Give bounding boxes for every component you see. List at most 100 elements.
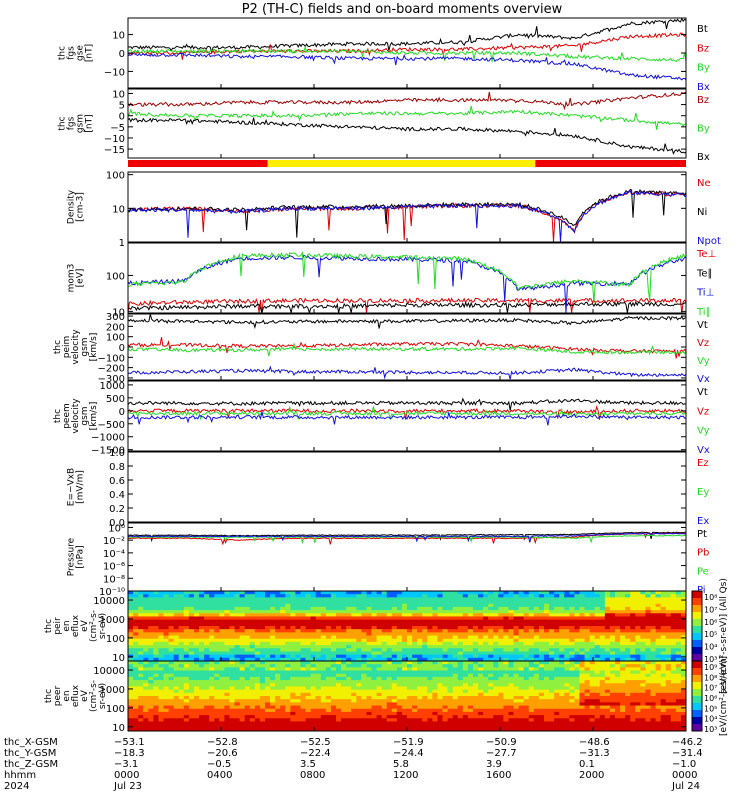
y-axis-label-line: [nPa] <box>76 545 86 568</box>
y-axis-label: thc fgs gsm [nT] <box>58 114 95 133</box>
legend-label-ti: Ti⊥ <box>696 288 714 299</box>
y-tick-label: 10 <box>112 307 125 318</box>
legend-label-vz: Vz <box>697 406 709 417</box>
colorbar-band <box>692 605 702 613</box>
series-line-by <box>127 45 687 63</box>
legend-label-ne: Ne <box>697 178 711 189</box>
y-tick-label: 10⁻⁶ <box>103 562 125 573</box>
time-axis-value: −1.0 <box>672 759 696 770</box>
y-tick-label: 10⁰ <box>108 523 125 534</box>
y-tick-label: −100 <box>98 353 125 364</box>
y-tick-label: 500 <box>106 394 125 405</box>
series-line-pi <box>127 532 687 543</box>
y-tick-label: 1000 <box>100 615 125 626</box>
legend-label-ni: Ni <box>697 207 707 218</box>
time-axis-value: −27.7 <box>486 748 517 759</box>
colorbar-tick-label: 10⁷ <box>704 684 717 693</box>
y-axis-label-line: sr-eV) <box>98 613 108 639</box>
time-axis-value: −18.3 <box>114 748 145 759</box>
y-tick-label: 10⁻¹⁰ <box>99 587 125 598</box>
y-tick-label: 200 <box>106 322 125 333</box>
time-axis-value: −20.6 <box>207 748 238 759</box>
legend-label-by: By <box>697 124 710 135</box>
series-line-bt <box>127 17 687 55</box>
series-line-npot <box>127 190 686 242</box>
y-tick-label: 0.2 <box>109 504 125 515</box>
colorbar-tick-label: 10⁶ <box>704 694 717 703</box>
y-tick-label: −1500 <box>91 446 125 457</box>
y-tick-label: 10 <box>112 653 125 664</box>
colorbar-tick-label: 10³ <box>704 725 717 734</box>
series-line-vx <box>127 410 687 426</box>
y-axis-label-line: peir <box>53 617 63 635</box>
y-axis-label-line: gsm <box>80 406 90 425</box>
y-axis-label-line: thc <box>44 689 54 703</box>
y-axis-label-line: eflux <box>71 684 81 707</box>
time-axis-value: −24.4 <box>393 748 424 759</box>
time-axis-value: −46.2 <box>672 737 703 748</box>
colorbar-band <box>692 591 702 599</box>
y-tick-label: 0 <box>119 407 125 418</box>
y-tick-label: 10⁻⁴ <box>103 549 125 560</box>
y-tick-label: 0 <box>119 49 125 60</box>
legend-label-vx: Vx <box>697 374 710 385</box>
time-axis-value: Jul 24 <box>671 781 700 792</box>
time-axis-value: −31.3 <box>579 748 610 759</box>
y-axis-label-line: mom3 <box>67 264 77 293</box>
y-tick-label: −15 <box>104 145 125 156</box>
legend-label-ti: Ti∥ <box>696 307 711 318</box>
series-line-ti <box>127 250 687 304</box>
colorbar-band <box>692 689 702 697</box>
colorbar-band <box>692 696 702 704</box>
colorbar-band <box>692 682 702 690</box>
y-tick-label: 0.6 <box>109 476 125 487</box>
time-axis-row-label: thc_Z-GSM <box>4 759 58 770</box>
y-tick-label: 1000 <box>100 685 125 696</box>
series-line-bz <box>127 32 687 60</box>
colorbar-tick-label: 10⁵ <box>704 704 717 713</box>
colorbar-label: [eV/(cm²-s-sr-eV)] <box>719 656 729 736</box>
panel-4: Te⊥ Te∥ Ti⊥ Ti∥ 100 10 mom3 [eV] <box>67 242 716 318</box>
series-line-te <box>127 297 687 313</box>
y-tick-label: 100 <box>106 634 125 645</box>
y-axis-label-line: peer <box>53 685 63 706</box>
legend-label-vy: Vy <box>697 426 710 437</box>
y-axis-label-line: [km/s] <box>89 333 99 362</box>
y-tick-label: 0.4 <box>109 490 125 501</box>
time-axis-value: −3.1 <box>114 759 138 770</box>
panel-6: Vt Vz Vy Vx 1000 500 0 −500 −1000 −1500 thc peem vel… <box>53 380 710 457</box>
colorbar-tick-label: 10³ <box>704 655 717 664</box>
legend-label-by: By <box>697 63 710 74</box>
mode-bar-segment-2 <box>535 160 686 167</box>
y-tick-label: −500 <box>98 420 125 431</box>
y-axis-label-line: velocity <box>71 329 81 365</box>
series-line-vy <box>127 342 687 357</box>
legend-label-pb: Pb <box>697 548 709 559</box>
time-axis-value: 1600 <box>486 770 511 781</box>
colorbar-band <box>692 647 702 655</box>
time-axis-value: 0000 <box>114 770 139 781</box>
legend-label-ey: Ey <box>697 487 709 498</box>
panel-1: Bt Bz By Bx 10 0 −10 thc fgs gse [nT] <box>58 17 710 93</box>
series-line-bx <box>127 117 687 155</box>
y-axis-label-line: (cm²-s- <box>89 610 99 642</box>
time-axis-value: 0800 <box>300 770 325 781</box>
colorbar-band <box>692 654 702 662</box>
y-axis-label-line: [nT] <box>85 44 95 62</box>
time-axis-value: −51.9 <box>393 737 424 748</box>
legend-label-bz: Bz <box>697 43 709 54</box>
y-axis-label-line: gse <box>76 45 86 61</box>
legend-label-bt: Bt <box>697 24 708 35</box>
y-axis-label-line: [cm-3] <box>76 192 86 222</box>
y-axis-label-line: Pressure <box>67 537 77 576</box>
y-tick-label: 10 <box>112 89 125 100</box>
series-line-bz <box>127 91 687 111</box>
panel-3: Ne Ni Npot 100 10 1 Density [cm-3] <box>67 171 721 249</box>
y-tick-label: 10 <box>112 723 125 734</box>
y-axis-label: Density [cm-3] <box>67 189 86 224</box>
time-axis-value: Jul 23 <box>113 781 142 792</box>
legend-label-pt: Pt <box>697 529 707 540</box>
y-axis-label-line: thc <box>44 619 54 633</box>
